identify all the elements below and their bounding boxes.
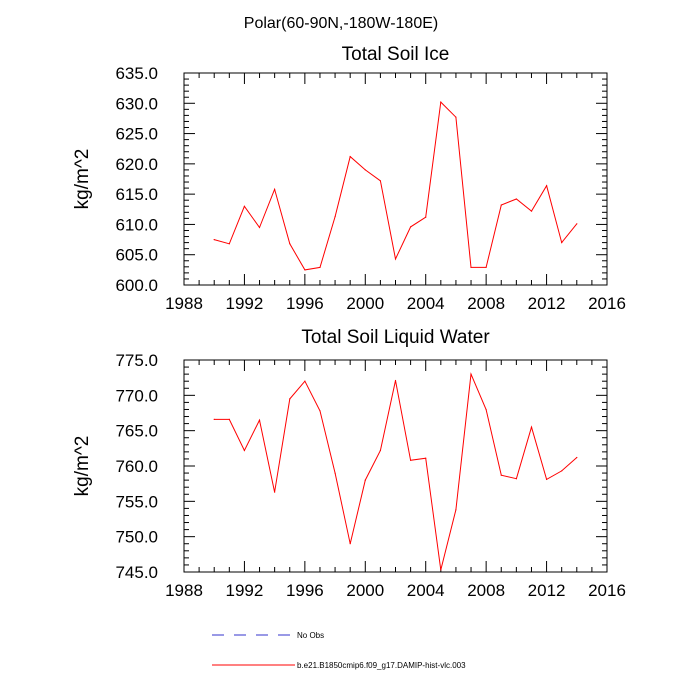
data-point (546, 478, 548, 480)
x-tick-label: 2000 (346, 294, 384, 313)
data-point (319, 266, 321, 268)
data-point (425, 457, 427, 459)
plot-frame (183, 359, 608, 573)
data-point (470, 373, 472, 375)
data-point (274, 491, 276, 493)
data-point (274, 188, 276, 190)
y-tick-label: 770.0 (115, 386, 158, 405)
x-tick-label: 1988 (165, 294, 203, 313)
x-tick-label: 1988 (165, 581, 203, 600)
data-point (243, 205, 245, 207)
data-point (440, 101, 442, 103)
x-tick-label: 2008 (467, 294, 505, 313)
data-point (576, 456, 578, 459)
x-tick-label: 2000 (346, 581, 384, 600)
y-tick-label: 765.0 (115, 422, 158, 441)
y-tick-label: 620.0 (115, 155, 158, 174)
data-point (576, 223, 578, 225)
x-tick-label: 1996 (286, 581, 324, 600)
plot-frame (183, 72, 608, 286)
y-tick-label: 755.0 (115, 492, 158, 511)
data-point (289, 398, 291, 400)
y-tick-label: 760.0 (115, 457, 158, 476)
data-point (349, 543, 351, 545)
figure-suptitle: Polar(60-90N,-180W-180E) (244, 15, 438, 32)
y-tick-label: 630.0 (115, 94, 158, 113)
data-point (515, 478, 518, 480)
data-point (546, 185, 548, 187)
data-point (500, 474, 502, 476)
data-point (243, 449, 245, 452)
data-point (349, 156, 351, 158)
y-tick-label: 775.0 (115, 351, 158, 370)
panel-total-soil-liquid-water: Total Soil Liquid Water kg/m^2 1988 1992 199… (72, 327, 626, 600)
x-tick-label: 2012 (528, 294, 566, 313)
y-tick-label: 610.0 (115, 215, 158, 234)
y-axis-label: kg/m^2 (72, 436, 93, 497)
x-tick-label: 2008 (467, 581, 505, 600)
y-tick-label: 600.0 (115, 276, 158, 295)
data-point (530, 210, 533, 212)
data-point (304, 380, 306, 382)
data-point (258, 419, 261, 421)
data-point (334, 216, 336, 218)
x-tick-label: 1992 (226, 294, 264, 313)
y-axis-label: kg/m^2 (72, 149, 93, 210)
y-tick-label: 745.0 (115, 563, 158, 582)
data-point (410, 226, 412, 228)
data-point (364, 169, 366, 171)
chart-title: Total Soil Ice (342, 44, 450, 65)
data-point (500, 204, 502, 206)
data-point (228, 243, 230, 245)
y-tick-label: 635.0 (115, 64, 158, 83)
data-point (379, 449, 381, 452)
data-point (394, 258, 397, 260)
x-tick-label: 2012 (528, 581, 566, 600)
legend-label-model: b.e21.B1850cmip6.f09_g17.DAMIP-hist-vlc.… (297, 661, 466, 670)
legend-label-no-obs: No Obs (297, 631, 324, 640)
data-point (440, 569, 442, 571)
data-point (213, 239, 215, 241)
data-point (561, 242, 563, 244)
panel-total-soil-ice: Total Soil Ice kg/m^2 1988 1992 1996 2000 2004… (72, 44, 626, 313)
data-point (515, 198, 518, 200)
series-line (214, 101, 578, 271)
chart-title: Total Soil Liquid Water (301, 327, 490, 348)
y-tick-label: 750.0 (115, 528, 158, 547)
y-tick-label: 625.0 (115, 125, 158, 144)
y-tick-label: 605.0 (115, 246, 158, 265)
data-point (485, 408, 487, 411)
data-point (334, 472, 336, 474)
y-tick-label: 615.0 (115, 185, 158, 204)
data-point (213, 418, 215, 420)
series-line (214, 372, 578, 571)
data-point (455, 116, 457, 118)
data-point (485, 266, 487, 268)
data-point (228, 418, 230, 420)
x-tick-label: 1996 (286, 294, 324, 313)
x-tick-label: 1992 (226, 581, 264, 600)
data-point (455, 509, 457, 511)
data-point (530, 426, 533, 428)
data-point (319, 410, 321, 412)
x-tick-label: 2004 (407, 581, 445, 600)
data-point (289, 243, 291, 245)
data-point (470, 266, 472, 268)
data-point (410, 459, 412, 461)
data-point (379, 180, 381, 182)
data-point (394, 379, 397, 382)
data-point (561, 470, 563, 472)
x-tick-label: 2016 (588, 294, 626, 313)
data-point (425, 216, 427, 218)
data-point (364, 479, 366, 481)
x-tick-label: 2004 (407, 294, 445, 313)
legend: No Obs b.e21.B1850cmip6.f09_g17.DAMIP-hi… (212, 631, 466, 670)
x-tick-label: 2016 (588, 581, 626, 600)
data-point (258, 226, 261, 229)
data-point (304, 269, 306, 271)
